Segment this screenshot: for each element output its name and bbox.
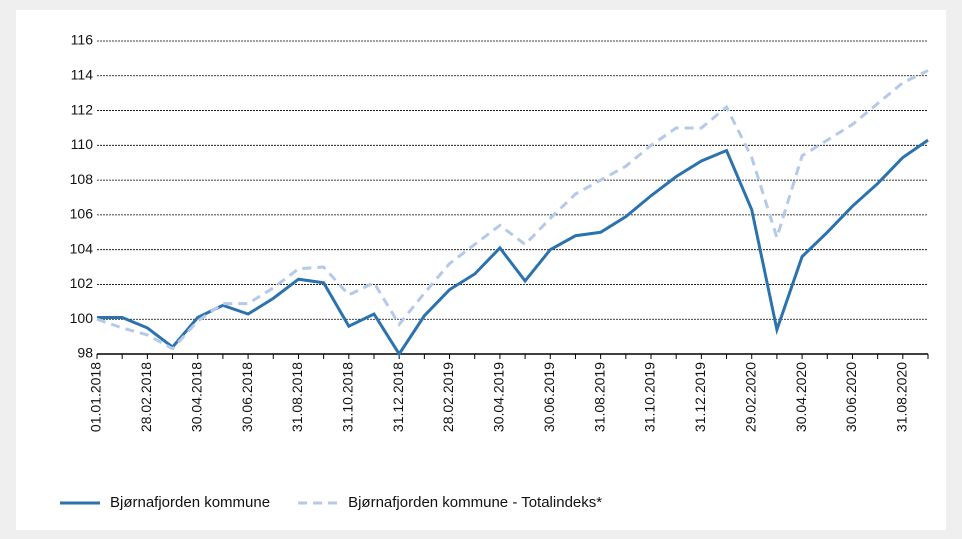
x-tick-label: 01.01.2018 [88,362,104,432]
y-tick-label: 116 [71,32,94,48]
y-tick-label: 114 [71,66,94,82]
x-tick-label: 31.08.2020 [894,362,910,432]
y-tick-label: 102 [70,275,94,291]
y-tick-label: 104 [70,240,94,256]
x-tick-label: 30.06.2019 [541,362,557,432]
y-tick-label: 108 [70,171,94,187]
x-tick-label: 31.08.2019 [591,362,607,432]
x-tick-label: 31.08.2018 [289,362,305,432]
x-tick-label: 30.04.2019 [491,362,507,432]
x-tick-label: 30.06.2020 [843,362,859,432]
x-tick-label: 30.04.2020 [793,362,809,432]
x-tick-label: 29.02.2020 [742,362,758,432]
series-line [97,138,929,357]
x-tick-label: 30.04.2018 [188,362,204,432]
y-tick-label: 98 [77,345,93,361]
y-tick-label: 110 [71,136,94,152]
x-tick-label: 28.02.2019 [440,362,456,432]
x-tick-label: 30.06.2018 [239,362,255,432]
x-tick-label: 31.10.2019 [642,362,658,432]
y-tick-label: 100 [70,310,94,326]
series-line [96,69,929,351]
y-tick-label: 106 [70,206,94,222]
legend-label: Bjørnafjorden kommune - Totalindeks* [348,494,602,511]
y-tick-label: 112 [71,101,94,117]
x-tick-label: 31.10.2018 [340,362,356,432]
panel [16,10,946,530]
x-tick-label: 31.12.2019 [692,362,708,432]
x-tick-label: 28.02.2018 [138,362,154,432]
x-tick-label: 31.12.2018 [390,362,406,432]
legend-label: Bjørnafjorden kommune [110,494,270,511]
